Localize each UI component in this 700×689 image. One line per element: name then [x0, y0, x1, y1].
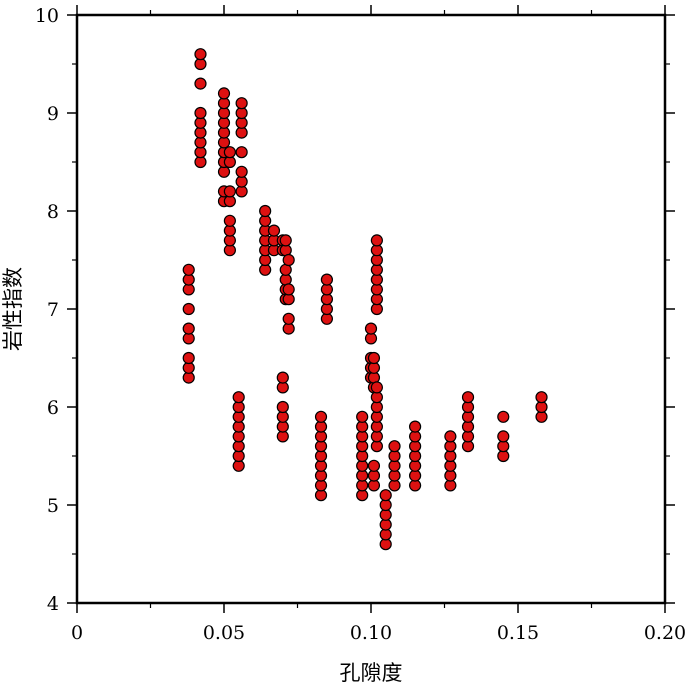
y-tick-label: 8: [47, 201, 59, 223]
x-tick-label: 0: [71, 622, 83, 644]
data-point: [367, 459, 381, 472]
data-point: [235, 97, 248, 110]
x-tick-label: 0.05: [203, 622, 245, 644]
data-point: [367, 351, 381, 365]
data-point: [364, 322, 378, 335]
data-point: [194, 106, 207, 120]
x-axis-label: 孔隙度: [340, 661, 403, 685]
data-point: [182, 322, 195, 335]
data-point: [223, 185, 236, 198]
data-point: [235, 146, 248, 159]
data-point: [279, 234, 292, 247]
data-point: [282, 283, 295, 296]
data-point: [409, 420, 422, 433]
y-tick-label: 6: [47, 397, 59, 419]
data-point: [276, 400, 289, 414]
data-point: [194, 48, 207, 61]
data-point: [223, 214, 236, 227]
data-point: [232, 391, 245, 404]
data-point: [444, 430, 457, 443]
y-tick-label: 7: [47, 299, 59, 321]
data-point: [194, 77, 207, 90]
x-tick-label: 0.15: [497, 622, 539, 644]
y-axis-label: 岩性指数: [1, 267, 25, 351]
data-point: [182, 263, 195, 276]
data-point: [535, 391, 548, 404]
data-point: [388, 440, 401, 453]
data-point: [259, 204, 272, 218]
x-tick-label: 0.10: [350, 622, 392, 644]
data-point: [276, 371, 289, 384]
data-point: [497, 410, 510, 423]
data-point: [217, 87, 231, 100]
data-point: [314, 410, 328, 423]
data-point: [223, 146, 236, 159]
y-tick-label: 5: [47, 495, 59, 517]
data-point: [370, 234, 383, 247]
data-point: [182, 302, 195, 316]
data-point: [182, 351, 195, 365]
data-point: [235, 165, 248, 178]
data-point: [267, 224, 281, 237]
data-point: [282, 253, 295, 267]
data-point: [497, 430, 510, 443]
tick-labels: 0 0.05 0.10 0.15 0.20 4 5 6 7 8 9 10: [35, 5, 686, 644]
y-tick-label: 9: [47, 103, 59, 125]
data-points: [182, 48, 548, 551]
data-point: [282, 312, 295, 325]
data-point: [356, 410, 369, 423]
data-point: [379, 489, 392, 502]
x-tick-label: 0.20: [644, 622, 686, 644]
y-tick-label: 10: [35, 5, 59, 27]
axis-ticks: [67, 5, 675, 613]
data-point: [461, 391, 475, 404]
data-point: [370, 381, 383, 394]
y-tick-label: 4: [47, 593, 59, 615]
data-point: [320, 273, 333, 286]
